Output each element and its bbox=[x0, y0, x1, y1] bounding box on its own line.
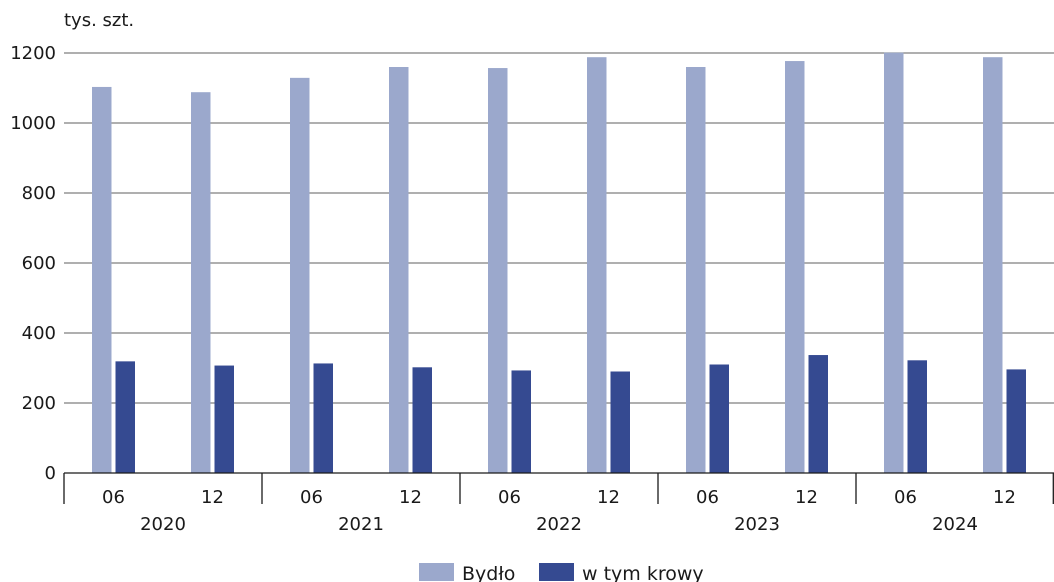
x-tick-month: 12 bbox=[597, 487, 620, 508]
y-tick-label: 200 bbox=[22, 393, 56, 414]
x-tick-month: 12 bbox=[993, 487, 1016, 508]
bar-krowy-2024-12 bbox=[1006, 369, 1026, 473]
bar-bydlo-2023-12 bbox=[785, 61, 805, 474]
bar-krowy-2020-12 bbox=[214, 365, 234, 473]
y-tick-label: 0 bbox=[45, 463, 56, 484]
y-tick-label: 1200 bbox=[10, 43, 56, 64]
bar-krowy-2021-12 bbox=[412, 367, 432, 473]
bar-bydlo-2020-06 bbox=[92, 86, 112, 473]
bar-krowy-2023-06 bbox=[709, 364, 729, 473]
legend-label-bydlo: Bydło bbox=[462, 563, 515, 582]
bar-bydlo-2024-12 bbox=[983, 57, 1003, 473]
bar-bydlo-2021-06 bbox=[290, 77, 310, 473]
x-axis: 06 12 2020 06 12 2021 06 12 2022 06 12 2023 06 12 2024 bbox=[63, 472, 1054, 535]
x-tick-month: 12 bbox=[795, 487, 818, 508]
y-tick-label: 1000 bbox=[10, 113, 56, 134]
x-tick-year: 2021 bbox=[338, 514, 384, 535]
x-tick-year: 2023 bbox=[734, 514, 780, 535]
bar-krowy-2021-06 bbox=[313, 363, 333, 473]
x-tick-month: 06 bbox=[696, 487, 719, 508]
x-tick-month: 06 bbox=[498, 487, 521, 508]
y-tick-label: 800 bbox=[22, 183, 56, 204]
bar-bydlo-2024-06 bbox=[884, 52, 904, 474]
y-unit-label: tys. szt. bbox=[64, 10, 134, 31]
x-tick-month: 06 bbox=[102, 487, 125, 508]
bars bbox=[92, 52, 1026, 474]
bar-bydlo-2022-06 bbox=[488, 68, 508, 474]
x-tick-month: 06 bbox=[894, 487, 917, 508]
gridlines bbox=[64, 52, 1054, 404]
x-tick-year: 2020 bbox=[140, 514, 186, 535]
x-tick-year: 2022 bbox=[536, 514, 582, 535]
x-tick-year: 2024 bbox=[932, 514, 978, 535]
y-tick-label: 400 bbox=[22, 323, 56, 344]
bar-bydlo-2021-12 bbox=[389, 67, 409, 473]
y-axis-ticks: 0 200 400 600 800 1000 1200 bbox=[10, 43, 56, 484]
legend-label-krowy: w tym krowy bbox=[582, 563, 704, 582]
x-tick-month: 12 bbox=[399, 487, 422, 508]
bar-krowy-2024-06 bbox=[907, 360, 927, 473]
x-tick-month: 12 bbox=[201, 487, 224, 508]
x-tick-month: 06 bbox=[300, 487, 323, 508]
legend: Bydło w tym krowy bbox=[419, 563, 704, 582]
y-tick-label: 600 bbox=[22, 253, 56, 274]
bar-bydlo-2020-12 bbox=[191, 92, 211, 473]
bar-krowy-2023-12 bbox=[808, 355, 828, 473]
legend-swatch-krowy bbox=[539, 563, 574, 581]
legend-swatch-bydlo bbox=[419, 563, 454, 581]
bar-bydlo-2022-12 bbox=[587, 57, 607, 473]
bar-krowy-2022-12 bbox=[610, 371, 630, 473]
bar-krowy-2022-06 bbox=[511, 370, 531, 473]
bar-bydlo-2023-06 bbox=[686, 67, 706, 473]
bar-krowy-2020-06 bbox=[115, 361, 135, 473]
